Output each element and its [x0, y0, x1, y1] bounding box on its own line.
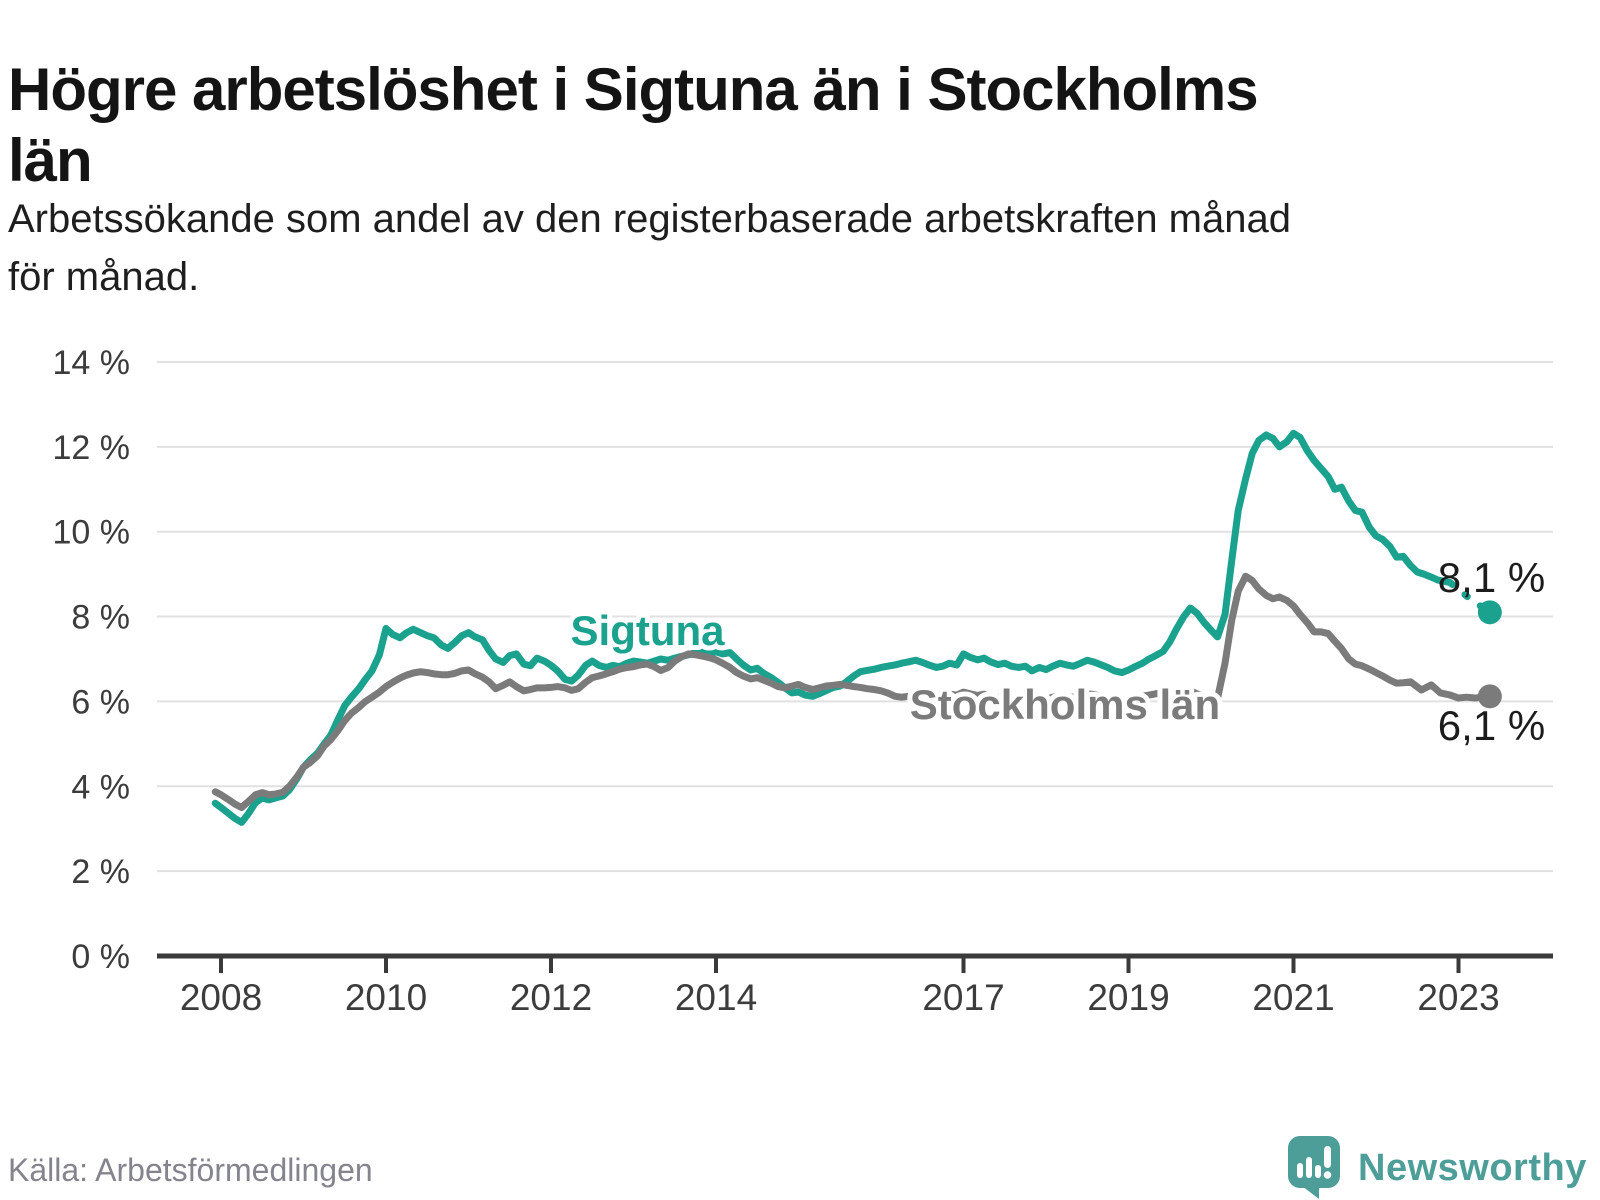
series-line-sigtuna: [211, 429, 1454, 826]
page-title: Högre arbetslöshet i Sigtuna än i Stockh…: [8, 54, 1596, 196]
x-tick-label: 2019: [1087, 977, 1169, 1018]
x-tick-label: 2017: [922, 977, 1004, 1018]
y-tick-label: 0 %: [71, 938, 130, 976]
x-tick-label: 2023: [1417, 977, 1499, 1018]
series-label-sigtuna: Sigtuna: [571, 607, 726, 654]
y-tick-label: 14 %: [53, 344, 131, 382]
subtitle-line-1: Arbetssökande som andel av den registerb…: [8, 197, 1291, 241]
series-end-dot-stockholms-l-n: [1477, 684, 1502, 709]
logo-text: Newsworthy: [1358, 1146, 1587, 1189]
x-tick-label: 2014: [675, 977, 757, 1018]
title-line-2: län: [8, 127, 93, 195]
y-tick-label: 4 %: [71, 768, 130, 806]
series-line-stockholms-l-n: [211, 572, 1494, 811]
series-end-dot-sigtuna: [1477, 600, 1502, 625]
newsworthy-logo: Newsworthy: [1288, 1136, 1587, 1200]
source-note: Källa: Arbetsförmedlingen: [8, 1152, 373, 1188]
y-tick-label: 6 %: [71, 683, 130, 721]
y-tick-label: 2 %: [71, 853, 130, 891]
series-label-stockholms-l-n: Stockholms län: [910, 681, 1220, 728]
x-tick-label: 2008: [180, 977, 262, 1018]
series-end-value-sigtuna: 8,1 %: [1438, 554, 1545, 601]
x-tick-label: 2021: [1252, 977, 1334, 1018]
subtitle-line-2: för månad.: [8, 255, 200, 299]
x-tick-label: 2010: [345, 977, 427, 1018]
series-end-value-stockholms-l-n: 6,1 %: [1438, 702, 1545, 749]
speech-bubble-bar-chart-icon: [1288, 1136, 1340, 1199]
y-tick-label: 12 %: [53, 429, 131, 467]
y-tick-label: 10 %: [53, 514, 131, 552]
y-tick-label: 8 %: [71, 599, 130, 637]
x-tick-label: 2012: [510, 977, 592, 1018]
title-line-1: Högre arbetslöshet i Sigtuna än i Stockh…: [8, 56, 1259, 124]
chart-subtitle: Arbetssökande som andel av den registerb…: [8, 190, 1596, 306]
